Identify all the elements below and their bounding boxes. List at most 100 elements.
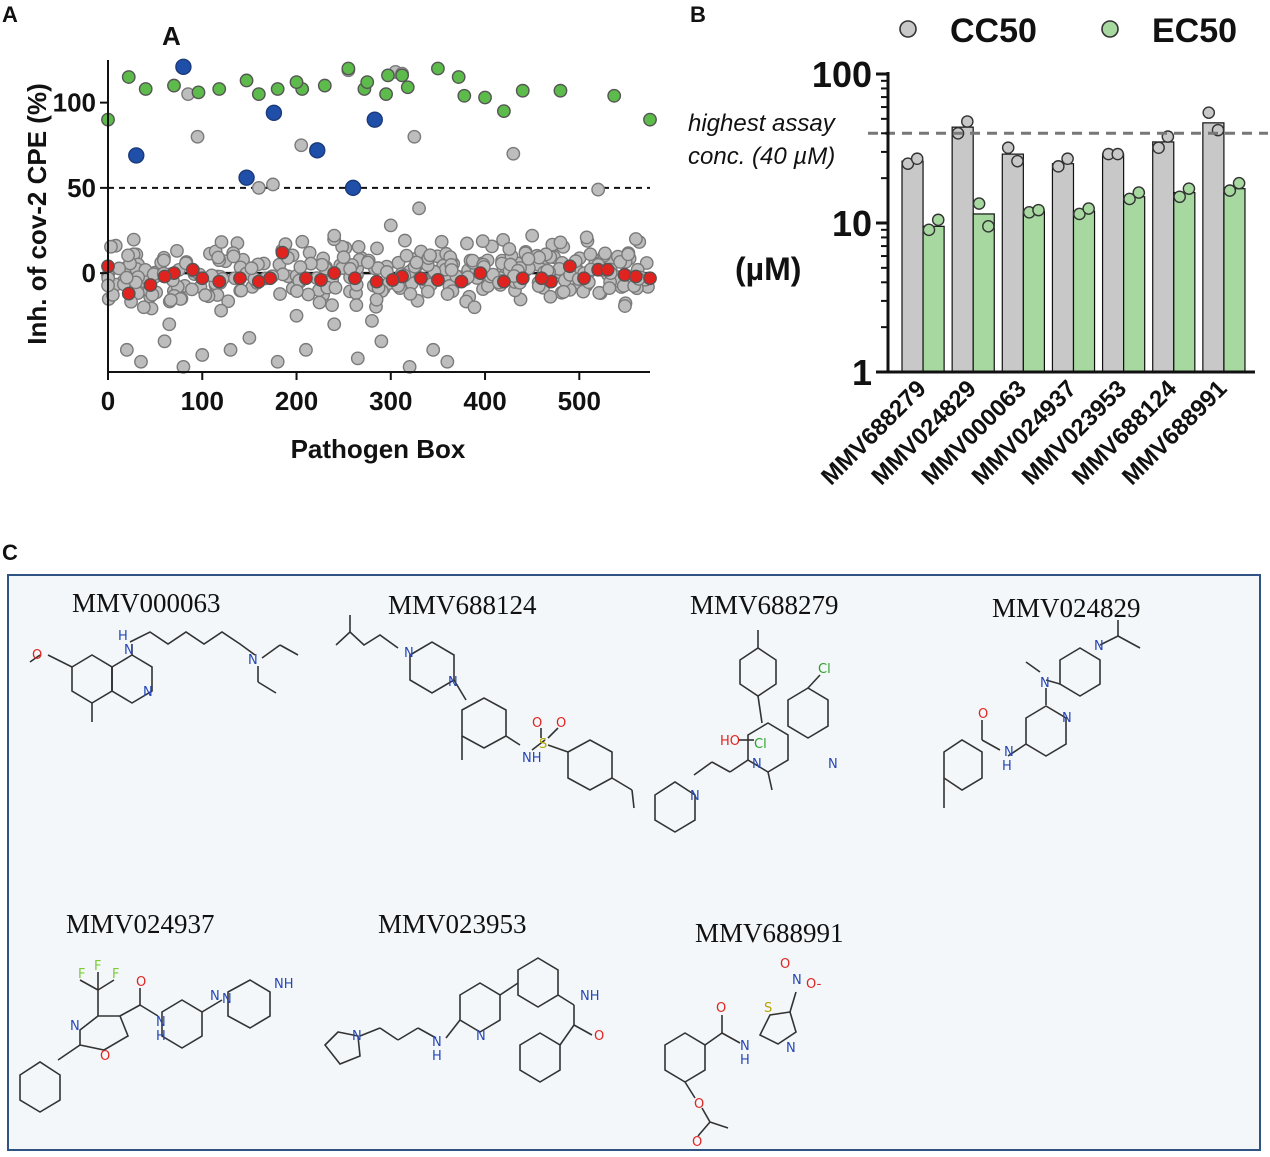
scatter-point-controls-high [451, 70, 466, 84]
scatter-point-library [444, 263, 459, 277]
scatter-point-library [360, 255, 375, 270]
scatter-point-library [156, 253, 171, 268]
scatter-point-library [556, 284, 571, 299]
panel-a-xtick-label: 400 [463, 386, 506, 416]
bar-ec50 [1022, 210, 1046, 373]
panel-c-letter: C [2, 540, 18, 565]
scatter-point-library [370, 241, 384, 256]
atom-h: H [1002, 759, 1012, 774]
atom-o: O [100, 1049, 110, 1064]
scatter-point-controls-low [431, 273, 445, 287]
scatter-point-controls-high [360, 75, 375, 90]
panel-b-ylabel: (µM) [735, 251, 801, 287]
scatter-point-controls-low [263, 271, 278, 286]
scatter-point-library [223, 342, 238, 357]
structure-drawing-5: N O F F F O N H N N NH [19, 959, 294, 1113]
scatter-point-library [407, 129, 422, 144]
atom-h: H [118, 629, 128, 644]
atom-n: N [124, 643, 134, 658]
replicate-point-ec50 [931, 213, 945, 227]
scatter-point-library [397, 233, 412, 248]
scatter-point-library [221, 294, 236, 309]
structure-drawing-7: O N H S N N O- O O O [664, 957, 822, 1150]
atom-n: N [156, 1015, 166, 1030]
legend-label-cc50: CC50 [950, 12, 1037, 50]
scatter-point-controls-low [121, 286, 136, 301]
bar-ec50 [1072, 210, 1096, 373]
atom-f: F [78, 967, 85, 982]
bar-cc50 [1202, 122, 1225, 373]
atom-ho: HO [720, 734, 740, 749]
scatter-point-controls-high [379, 87, 393, 101]
scatter-point-library [226, 249, 241, 264]
atom-n: N [1062, 711, 1072, 726]
panel-a-xtick-label: 300 [369, 386, 412, 416]
scatter-point-library [365, 313, 379, 328]
scatter-point-library [126, 232, 141, 247]
atom-o: O [136, 975, 146, 990]
scatter-point-controls-low [348, 271, 362, 286]
scatter-point-library [402, 359, 417, 374]
scatter-point-library [170, 243, 184, 258]
scatter-point-library [190, 129, 205, 144]
scatter-point-controls-low [369, 274, 384, 289]
structure-drawing-1: O H N N N [29, 629, 299, 722]
panel-b-ytick-label: 100 [812, 54, 872, 95]
atom-n: N [752, 757, 762, 772]
replicate-point-ec50 [922, 223, 936, 237]
scatter-point-library [591, 182, 606, 197]
scatter-point-library [244, 261, 259, 276]
bar-ec50 [972, 213, 995, 373]
panel-a-ylabel: Inh. of cov-2 CPE (%) [22, 83, 52, 344]
scatter-point-library [211, 250, 226, 265]
scatter-point-library [176, 359, 191, 374]
atom-f: F [94, 959, 101, 974]
scatter-point-library [602, 281, 617, 296]
panel-b-ytick-label: 10 [832, 203, 872, 244]
scatter-point-library [327, 317, 342, 332]
replicate-point-ec50 [1182, 182, 1196, 195]
scatter-point-controls-high [457, 88, 472, 103]
atom-s: S [539, 737, 547, 752]
atom-h: H [740, 1053, 750, 1068]
structure-name-3: MMV688279 [690, 590, 839, 620]
scatter-point-library [543, 289, 558, 304]
threshold-label-line1: highest assay [688, 110, 837, 137]
scatter-point-library [553, 235, 568, 250]
scatter-point-controls-low [628, 269, 643, 284]
atom-nh: NH [522, 751, 542, 766]
replicate-point-ec50 [1132, 186, 1146, 199]
scatter-point-controls-low [275, 245, 290, 260]
replicate-point-cc50 [1061, 152, 1074, 166]
panel-a-xtick-label: 0 [101, 386, 115, 416]
scatter-point-controls-high [478, 90, 492, 105]
bar-cc50 [1001, 153, 1024, 373]
bar-ec50 [1223, 188, 1246, 373]
scatter-point-controls-low [233, 271, 247, 286]
scatter-point-controls-high [553, 83, 568, 98]
structure-name-1: MMV000063 [72, 588, 221, 618]
atom-cl: Cl [818, 662, 831, 677]
bar-cc50 [1051, 163, 1075, 373]
scatter-point-controls-low [414, 271, 428, 286]
scatter-point-library [579, 230, 594, 245]
atom-o: O [594, 1029, 604, 1044]
replicate-point-cc50 [910, 152, 924, 166]
structures-frame [7, 574, 1261, 1151]
panel-a-xlabel: Pathogen Box [291, 434, 466, 464]
scatter-point-hits [344, 179, 362, 197]
scatter-point-library [628, 232, 643, 246]
atom-cl-small: Cl [754, 737, 767, 752]
scatter-point-library [293, 260, 308, 274]
scatter-point-controls-low [385, 273, 400, 287]
atom-n: N [352, 1029, 362, 1044]
scatter-point-library [119, 342, 134, 357]
structure-drawing-3: Cl HO Cl N N N [654, 630, 838, 833]
scatter-point-controls-high [138, 82, 153, 96]
atom-n: N [70, 1019, 80, 1034]
scatter-point-library [639, 256, 654, 270]
scatter-point-controls-high [239, 73, 254, 88]
panel-b-bar-chart: B CC50 EC50 (µM) highest assay conc. (40 … [688, 2, 1268, 490]
scatter-point-library [234, 283, 249, 298]
